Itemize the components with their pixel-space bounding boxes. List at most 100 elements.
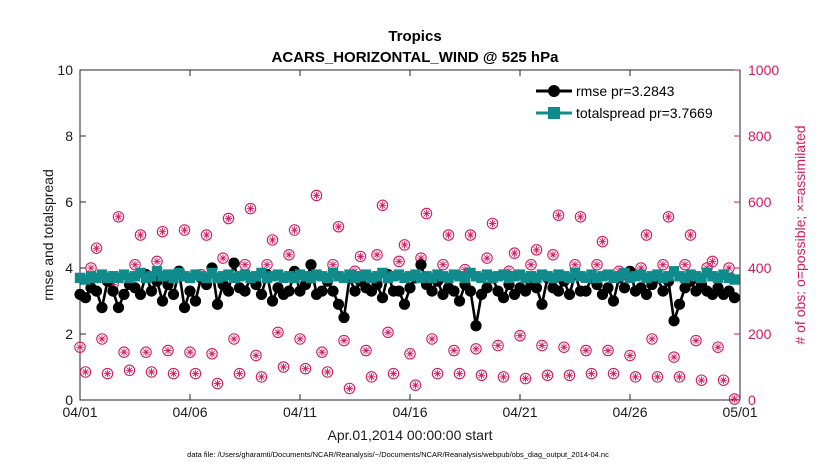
totalspread-point — [333, 271, 344, 282]
obs-count-point — [310, 189, 323, 202]
obs-assimilated-marker — [274, 329, 282, 336]
totalspread-point — [305, 272, 317, 284]
obs-count-point — [354, 250, 367, 263]
obs-assimilated-marker — [280, 363, 287, 371]
obs-possible-marker — [585, 367, 598, 380]
obs-count-point — [541, 369, 554, 381]
rmse-point — [184, 285, 196, 297]
obs-count-point — [486, 217, 499, 230]
rmse-point — [393, 285, 405, 297]
obs-assimilated-marker — [412, 382, 419, 389]
obs-count-point — [448, 344, 460, 357]
totalspread-point — [421, 271, 432, 282]
rmse-point — [481, 282, 493, 294]
obs-assimilated-marker — [714, 344, 722, 351]
obs-possible-marker — [387, 367, 400, 380]
obs-count-point — [398, 239, 411, 251]
rmse-point — [228, 257, 240, 269]
totalspread-point — [624, 272, 636, 284]
obs-possible-marker — [74, 341, 86, 353]
rmse-point — [112, 302, 125, 314]
obs-possible-marker — [580, 344, 592, 357]
obs-count-point — [283, 249, 295, 261]
totalspread-point — [663, 271, 674, 282]
obs-possible-marker — [497, 371, 510, 383]
totalspread-point — [707, 271, 718, 282]
obs-possible-marker — [673, 371, 686, 383]
obs-assimilated-marker — [549, 251, 557, 258]
totalspread-point — [542, 271, 553, 282]
obs-assimilated-marker — [318, 349, 326, 356]
totalspread-point — [272, 269, 284, 280]
obs-assimilated-marker — [659, 261, 667, 268]
obs-count-point — [646, 333, 658, 345]
obs-possible-marker — [354, 250, 367, 263]
obs-possible-marker — [145, 366, 158, 378]
obs-assimilated-marker — [610, 370, 617, 377]
y-axis-left: 0 2 4 6 8 10 — [57, 62, 86, 408]
obs-assimilated-marker — [500, 373, 507, 380]
rmse-point — [530, 282, 543, 294]
obs-assimilated-marker — [692, 337, 700, 344]
obs-possible-marker — [316, 346, 328, 358]
legend-spread-label[interactable]: totalspread pr=3.7669 — [576, 105, 713, 121]
y2-tick-label: 200 — [748, 326, 772, 342]
rmse-point — [448, 285, 460, 297]
totalspread-point — [481, 269, 493, 280]
obs-possible-marker — [228, 333, 240, 345]
rmse-point — [376, 292, 389, 304]
totalspread-point — [344, 269, 355, 280]
rmse-point — [552, 285, 565, 297]
totalspread-point — [531, 272, 542, 284]
obs-count-point — [250, 349, 262, 362]
totalspread-point — [327, 267, 339, 279]
obs-assimilated-marker — [87, 264, 95, 272]
totalspread-point — [712, 272, 724, 284]
obs-assimilated-marker — [511, 250, 518, 257]
totalspread-point — [349, 272, 361, 284]
obs-assimilated-marker — [82, 368, 89, 375]
totalspread-point — [509, 271, 520, 282]
obs-assimilated-marker — [687, 231, 694, 239]
obs-count-point — [167, 367, 180, 380]
totalspread-point — [580, 272, 592, 284]
obs-count-point — [162, 344, 174, 357]
totalspread-point — [454, 271, 465, 282]
totalspread-point — [569, 267, 581, 279]
rmse-point — [305, 259, 317, 271]
totalspread-point — [476, 272, 487, 284]
rmse-point — [464, 285, 477, 297]
obs-count-point — [343, 382, 356, 395]
obs-count-point — [558, 341, 570, 353]
totalspread-point — [492, 271, 504, 282]
rmse-point — [640, 288, 653, 300]
obs-count-point — [591, 258, 603, 271]
obs-count-point — [453, 367, 466, 380]
y-tick-label: 6 — [65, 194, 73, 210]
y-axis-label: rmse and totalspread — [40, 169, 56, 301]
totalspread-point — [443, 272, 454, 284]
totalspread-point — [234, 271, 245, 282]
totalspread-point — [437, 271, 449, 282]
totalspread-point — [613, 271, 625, 282]
obs-assimilated-marker — [698, 377, 705, 384]
obs-possible-marker — [536, 339, 548, 352]
obs-assimilated-marker — [247, 205, 254, 212]
rmse-point — [189, 295, 202, 307]
obs-possible-marker — [244, 202, 257, 215]
obs-assimilated-marker — [76, 344, 84, 351]
totalspread-point — [80, 274, 91, 285]
obs-possible-marker — [640, 229, 653, 241]
legend-rmse-label[interactable]: rmse pr=3.2843 — [576, 83, 675, 99]
obs-possible-marker — [519, 372, 532, 385]
obs-count-point — [118, 346, 130, 358]
obs-count-point — [129, 258, 141, 271]
y2-tick-label: 1000 — [748, 62, 779, 78]
obs-possible-marker — [690, 334, 702, 347]
obs-count-point — [657, 258, 669, 271]
obs-possible-marker — [382, 326, 394, 339]
obs-count-point — [651, 371, 664, 383]
obs-count-point — [79, 366, 92, 378]
obs-possible-marker — [96, 333, 108, 345]
obs-count-point — [602, 344, 614, 357]
